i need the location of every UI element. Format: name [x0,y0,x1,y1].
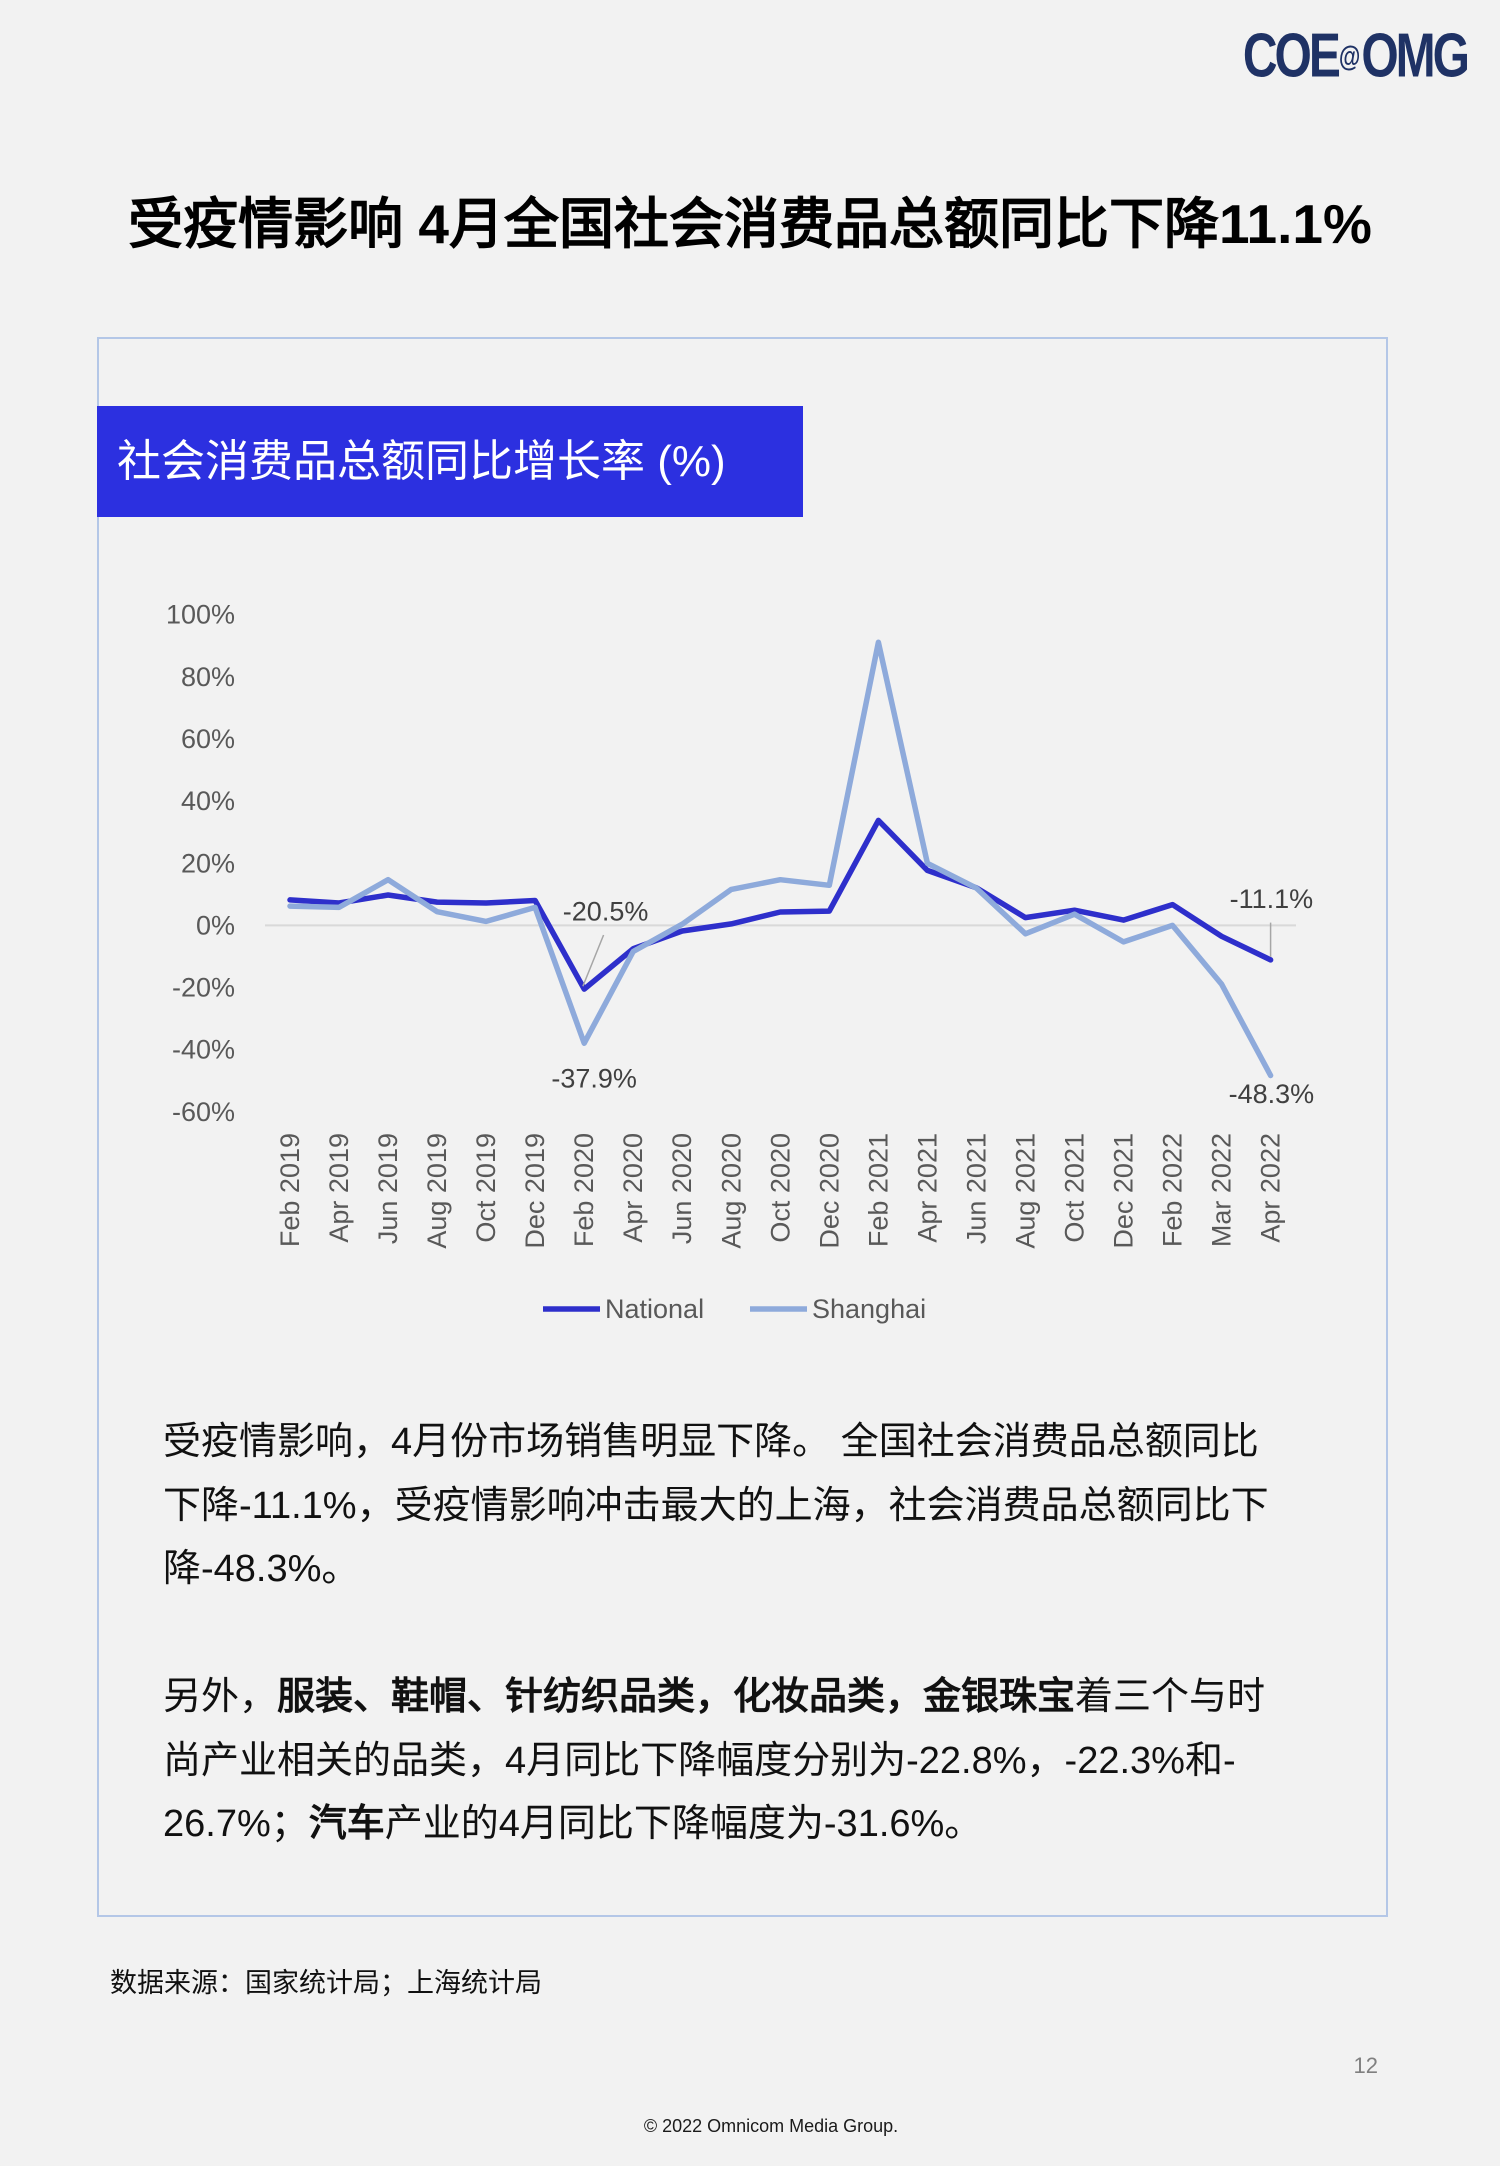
x-tick-label: Oct 2021 [1059,1133,1089,1243]
x-tick-label: Feb 2022 [1158,1133,1188,1247]
x-tick-label: Aug 2019 [422,1133,452,1249]
y-tick-label: -40% [172,1035,235,1065]
x-tick-label: Oct 2019 [471,1133,501,1243]
y-tick-label: 60% [181,724,235,754]
legend-label-national: National [605,1294,704,1324]
x-tick-label: Apr 2021 [912,1133,942,1243]
summary-paragraph: 受疫情影响，4月份市场销售明显下降。 全国社会消费品总额同比 下降-11.1%，… [163,1411,1269,1602]
retail-sales-growth-chart: 100% 80% 60% 40% 20% 0% -20% -40% -60% Feb 2019 Ap… [166,600,1315,1324]
y-tick-label: 0% [196,910,235,940]
series-line-shanghai [287,639,1274,1079]
company-logo: COE@OMG [1200,20,1470,94]
x-tick-label: Jun 2021 [961,1133,991,1244]
x-tick-label: Oct 2020 [765,1133,795,1243]
copyright-notice: © 2022 Omnicom Media Group. [643,2116,899,2136]
data-label: -20.5% [563,897,649,927]
highlighted-industry: 汽车 [308,1803,385,1845]
paragraph-line: 受疫情影响，4月份市场销售明显下降。 全国社会消费品总额同比 [163,1421,1259,1463]
x-tick-label: Feb 2021 [863,1133,893,1247]
x-tick-label: Apr 2019 [324,1133,354,1243]
content-card [97,337,1388,1917]
detail-paragraph: 另外，服装、鞋帽、针纺织品类，化妆品类，金银珠宝着三个与时 尚产业相关的品类，4… [163,1666,1265,1857]
chart-title-banner: 社会消费品总额同比增长率 (%) [97,406,803,517]
highlighted-categories: 服装、鞋帽、针纺织品类，化妆品类，金银珠宝 [277,1676,1076,1718]
data-source-note: 数据来源：国家统计局；上海统计局 [110,1968,542,1998]
text-run: 着三个与时 [1075,1676,1266,1718]
logo-text-left: COE [1242,21,1341,91]
x-tick-label: Apr 2020 [618,1133,648,1243]
data-label-leader [582,934,605,987]
logo-wordmark: COE@OMG [1242,21,1470,91]
x-tick-label: Aug 2021 [1010,1133,1040,1249]
y-tick-label: 40% [181,786,235,816]
paragraph-line: 下降-11.1%，受疫情影响冲击最大的上海，社会消费品总额同比下 [163,1484,1269,1527]
y-tick-label: 20% [181,848,235,878]
page-title: 受疫情影响 4月全国社会消费品总额同比下降11.1% [128,193,1372,255]
logo-text-right: OMG [1361,21,1470,91]
x-tick-label: Dec 2021 [1109,1133,1139,1249]
text-run: 产业的4月同比下降幅度为-31.6%。 [384,1803,983,1845]
data-label: -48.3% [1229,1079,1315,1109]
text-run: 26.7%； [163,1803,309,1845]
paragraph-line: 尚产业相关的品类，4月同比下降幅度分别为-22.8%，-22.3%和- [163,1739,1236,1782]
x-tick-label: Apr 2022 [1256,1133,1286,1243]
x-tick-label: Dec 2020 [814,1133,844,1249]
paragraph-line: 降-48.3%。 [163,1548,360,1590]
y-tick-label: -60% [172,1097,235,1127]
y-tick-label: -20% [172,973,235,1003]
logo-at-symbol: @ [1338,40,1361,73]
paragraph-line: 另外，服装、鞋帽、针纺织品类，化妆品类，金银珠宝着三个与时 [163,1666,1265,1730]
legend-label-shanghai: Shanghai [812,1294,926,1324]
text-run: 另外， [163,1676,278,1718]
data-label: -11.1% [1230,884,1314,914]
x-tick-label: Jun 2020 [667,1133,697,1244]
page-number: 12 [1353,2053,1378,2078]
x-tick-label: Feb 2019 [275,1133,305,1247]
x-tick-label: Aug 2020 [716,1133,746,1249]
y-tick-label: 80% [181,662,235,692]
series-line-national [287,817,1274,992]
x-tick-label: Dec 2019 [520,1133,550,1249]
paragraph-line: 26.7%；汽车产业的4月同比下降幅度为-31.6%。 [163,1793,1265,1857]
x-tick-label: Feb 2020 [569,1133,599,1247]
x-tick-label: Mar 2022 [1207,1133,1237,1247]
x-tick-label: Jun 2019 [373,1133,403,1244]
y-tick-label: 100% [166,600,235,630]
data-label: -37.9% [551,1064,637,1094]
